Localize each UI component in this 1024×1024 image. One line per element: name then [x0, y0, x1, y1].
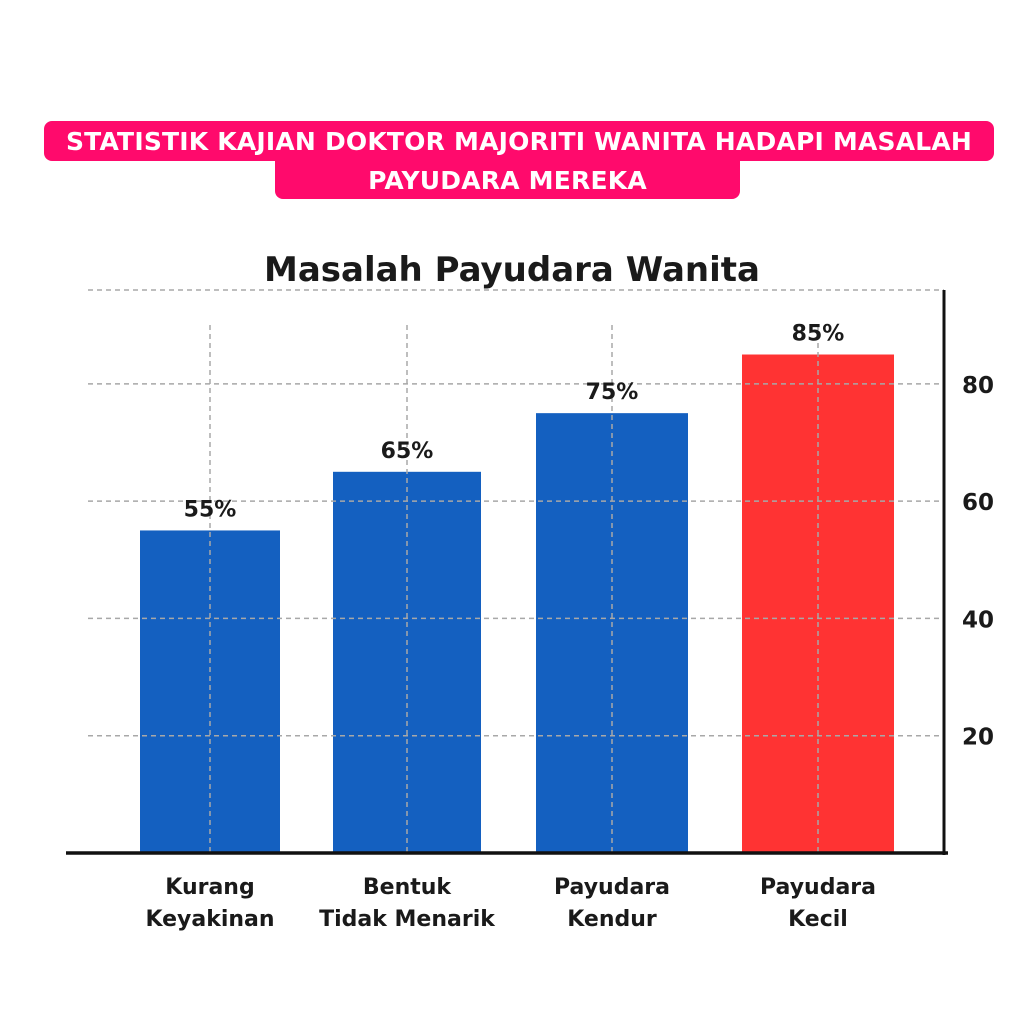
x-tick-label-2-line-1: Bentuk — [362, 875, 452, 900]
x-tick-label-3: Payudara Kendur — [502, 872, 722, 936]
x-tick-label-2-line-2: Tidak Menarik — [319, 907, 495, 932]
x-tick-label-3-line-2: Kendur — [567, 907, 657, 932]
y-tick-label-20: 20 — [962, 725, 994, 751]
x-tick-label-1-line-2: Keyakinan — [145, 907, 275, 932]
x-tick-label-1-line-1: Kurang — [165, 875, 255, 900]
x-tick-label-4-line-2: Kecil — [788, 907, 848, 932]
x-tick-label-2: Bentuk Tidak Menarik — [297, 872, 517, 936]
banner-line-2-text: PAYUDARA MEREKA — [368, 165, 647, 195]
banner-line-1: STATISTIK KAJIAN DOKTOR MAJORITI WANITA … — [44, 121, 994, 161]
chart-title: Masalah Payudara Wanita — [264, 250, 760, 290]
data-label-1: 55% — [184, 497, 237, 522]
y-tick-label-40: 40 — [962, 607, 994, 633]
x-tick-label-4: Payudara Kecil — [708, 872, 928, 936]
banner-line-1-text: STATISTIK KAJIAN DOKTOR MAJORITI WANITA … — [65, 126, 973, 156]
data-label-3: 75% — [586, 380, 639, 405]
data-label-2: 65% — [381, 439, 434, 464]
x-tick-label-3-line-1: Payudara — [554, 875, 670, 900]
data-label-4: 85% — [792, 322, 845, 347]
x-tick-label-4-line-1: Payudara — [760, 875, 876, 900]
y-tick-label-60: 60 — [962, 490, 994, 516]
y-tick-label-80: 80 — [962, 373, 994, 399]
banner-line-2: PAYUDARA MEREKA — [275, 161, 740, 199]
x-tick-label-1: Kurang Keyakinan — [100, 872, 320, 936]
bar-1 — [140, 530, 280, 853]
